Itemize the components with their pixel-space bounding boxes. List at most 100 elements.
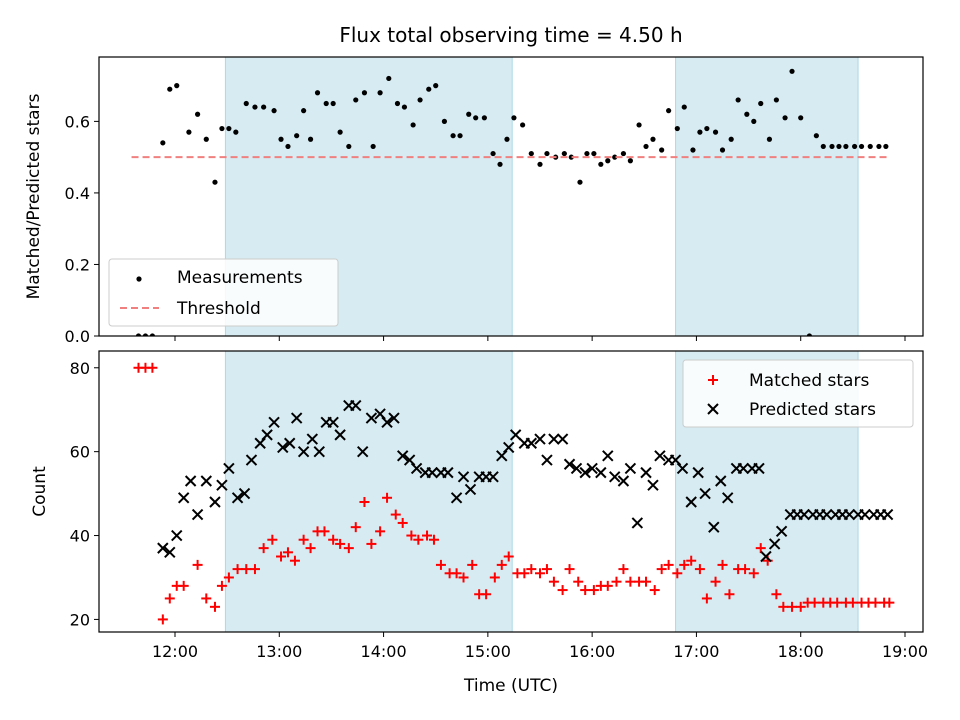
matched-star-point bbox=[496, 559, 507, 570]
measurement-point bbox=[766, 136, 773, 142]
matched-star-point bbox=[178, 580, 189, 591]
matched-star-point bbox=[232, 564, 243, 575]
measurement-point bbox=[243, 100, 249, 107]
matched-star-point bbox=[503, 551, 514, 562]
predicted-star-point bbox=[426, 466, 438, 479]
x-tick-label: 19:00 bbox=[882, 642, 928, 661]
matched-star-point bbox=[748, 568, 759, 579]
predicted-star-point bbox=[525, 437, 538, 449]
top-panel: 0.0 0.2 0.4 0.6 Matched/Predicted stars Measu… bbox=[24, 56, 924, 346]
predicted-star-point bbox=[737, 462, 750, 475]
x-axis-label: Time (UTC) bbox=[463, 676, 558, 696]
matched-star-point bbox=[458, 572, 469, 583]
measurement-point bbox=[278, 136, 284, 142]
measurement-point bbox=[203, 136, 209, 142]
measurement-point bbox=[744, 111, 750, 117]
matched-star-point bbox=[724, 589, 735, 600]
matched-star-point bbox=[406, 530, 417, 541]
measurement-point bbox=[261, 104, 267, 110]
measurement-point bbox=[167, 86, 173, 92]
measurement-point bbox=[212, 179, 218, 185]
measurement-point bbox=[561, 150, 567, 157]
matched-star-point bbox=[328, 534, 339, 545]
predicted-star-point bbox=[602, 450, 614, 462]
legend-label: Measurements bbox=[177, 268, 303, 288]
measurement-point bbox=[285, 143, 291, 150]
predicted-star-point bbox=[624, 462, 637, 475]
predicted-star-point bbox=[231, 492, 244, 504]
measurement-point bbox=[605, 158, 611, 164]
measurement-point bbox=[307, 136, 314, 142]
y-axis-label: Count bbox=[30, 466, 50, 517]
predicted-star-point bbox=[541, 454, 553, 466]
matched-star-point bbox=[428, 534, 439, 545]
measurement-point bbox=[836, 143, 842, 150]
measurement-point bbox=[612, 154, 618, 160]
predicted-star-point bbox=[595, 466, 607, 479]
matched-star-point bbox=[390, 509, 401, 520]
measurement-point bbox=[773, 97, 779, 103]
measurement-point bbox=[544, 150, 550, 157]
measurement-point bbox=[330, 100, 336, 107]
predicted-star-point bbox=[685, 496, 697, 508]
matched-star-point bbox=[249, 564, 260, 575]
measurement-point bbox=[294, 133, 300, 139]
y-tick-label: 40 bbox=[70, 527, 90, 546]
predicted-star-point bbox=[297, 445, 310, 458]
measurement-point bbox=[681, 104, 687, 110]
predicted-star-point bbox=[699, 487, 711, 500]
matched-star-point bbox=[787, 601, 798, 612]
matched-star-point bbox=[481, 589, 492, 600]
predicted-star-point bbox=[171, 529, 183, 542]
predicted-star-point bbox=[859, 508, 871, 521]
predicted-star-point bbox=[306, 433, 319, 445]
measurement-point bbox=[751, 118, 757, 124]
matched-star-point bbox=[192, 559, 203, 570]
predicted-star-point bbox=[357, 445, 369, 458]
measurement-point bbox=[426, 86, 432, 92]
matched-star-point bbox=[625, 576, 636, 587]
predicted-star-point bbox=[798, 508, 810, 521]
matched-star-point bbox=[832, 597, 843, 608]
predicted-star-point bbox=[503, 441, 515, 454]
x-tick-label: 14:00 bbox=[361, 642, 407, 661]
predicted-star-point bbox=[640, 466, 652, 479]
predicted-star-point bbox=[586, 462, 598, 475]
measurement-point bbox=[149, 333, 156, 336]
measurement-point bbox=[473, 115, 479, 121]
matched-star-point bbox=[557, 585, 568, 596]
x-tick-label: 17:00 bbox=[673, 642, 719, 661]
predicted-star-point bbox=[261, 429, 273, 441]
matched-star-point bbox=[809, 597, 820, 608]
measurement-point bbox=[194, 111, 201, 117]
measurement-point bbox=[697, 129, 703, 135]
matched-star-point bbox=[489, 572, 500, 583]
matched-star-point bbox=[413, 534, 424, 545]
x-tick-label: 16:00 bbox=[569, 642, 615, 661]
measurement-point bbox=[353, 97, 359, 103]
measurement-point bbox=[457, 133, 463, 139]
matched-star-point bbox=[375, 526, 386, 537]
measurement-point bbox=[497, 161, 503, 167]
predicted-star-point bbox=[647, 479, 659, 491]
chart-title: Flux total observing time = 4.50 h bbox=[339, 23, 682, 47]
predicted-star-point bbox=[350, 399, 362, 412]
matched-star-point bbox=[216, 580, 227, 591]
matched-star-point bbox=[701, 593, 712, 604]
matched-star-point bbox=[710, 576, 721, 587]
measurement-point bbox=[883, 143, 889, 150]
measurement-point bbox=[666, 108, 672, 114]
predicted-star-point bbox=[396, 450, 409, 462]
matched-star-point bbox=[267, 534, 278, 545]
predicted-star-point bbox=[277, 441, 289, 454]
measurement-point bbox=[577, 179, 583, 185]
matched-star-point bbox=[451, 568, 462, 579]
predicted-star-point bbox=[722, 492, 734, 504]
predicted-star-point bbox=[177, 492, 190, 504]
measurement-point bbox=[174, 83, 180, 89]
axes-frame bbox=[98, 350, 924, 633]
shaded-interval bbox=[225, 351, 513, 632]
predicted-star-point bbox=[290, 412, 303, 424]
matched-star-point bbox=[467, 559, 478, 570]
plot-area bbox=[133, 351, 895, 632]
